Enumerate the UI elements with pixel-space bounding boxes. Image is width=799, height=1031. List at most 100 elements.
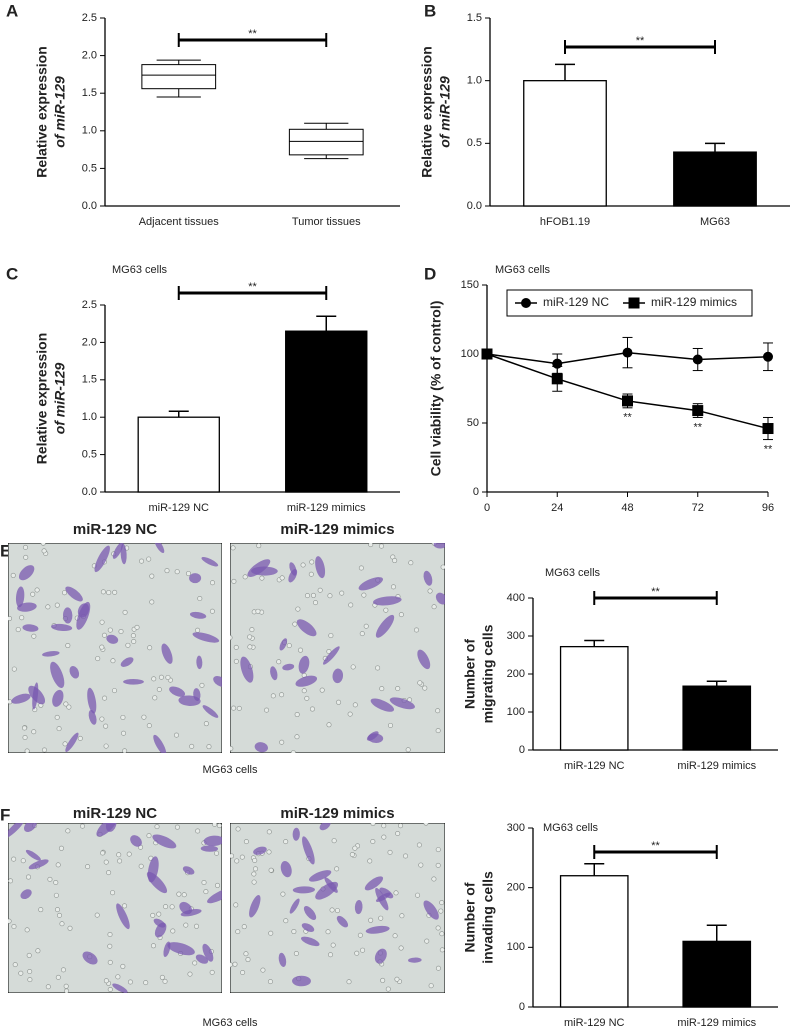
image-caption: MG63 cells	[202, 1017, 258, 1029]
pore	[99, 619, 105, 625]
pore	[106, 590, 112, 596]
y-tick-label: 1.0	[82, 411, 97, 423]
cell	[82, 951, 98, 965]
pore	[268, 930, 274, 936]
pore	[378, 543, 384, 549]
pore	[348, 602, 354, 608]
cell	[336, 915, 349, 928]
cell	[319, 823, 331, 831]
cell	[423, 900, 439, 920]
pore	[270, 693, 276, 699]
significance-label: **	[248, 28, 257, 40]
pore	[326, 722, 332, 728]
pore	[63, 983, 69, 989]
cell	[292, 975, 311, 987]
pore	[94, 912, 100, 918]
cell	[42, 651, 60, 657]
pore	[438, 908, 444, 914]
pore	[358, 565, 364, 571]
pore	[415, 892, 421, 898]
pore	[379, 686, 385, 692]
y-tick-label: 1.5	[82, 87, 97, 99]
pore	[64, 988, 70, 993]
pore	[435, 847, 441, 853]
pore	[10, 572, 16, 578]
pore	[283, 839, 289, 845]
pore	[309, 706, 315, 712]
cell	[120, 543, 127, 565]
pore	[378, 915, 384, 921]
pore	[329, 907, 335, 913]
pore	[151, 676, 157, 682]
y-axis-label: Number of	[462, 882, 478, 952]
pore	[354, 950, 360, 956]
pore	[236, 705, 242, 711]
pore	[363, 623, 369, 629]
pore	[293, 950, 299, 956]
cell	[374, 948, 387, 964]
pore	[210, 580, 216, 586]
pore	[163, 904, 169, 910]
cell	[367, 733, 384, 743]
bar	[682, 685, 752, 751]
pore	[11, 924, 17, 930]
cell	[130, 835, 142, 847]
cell	[408, 957, 422, 963]
pore	[40, 543, 46, 546]
pore	[11, 856, 17, 862]
cell	[11, 693, 31, 704]
pore	[8, 878, 13, 884]
pore	[428, 983, 434, 989]
y-tick-label: 0.5	[467, 137, 482, 149]
pore	[55, 974, 61, 980]
significance-label: **	[764, 443, 773, 455]
cell	[51, 623, 73, 632]
pore	[111, 688, 117, 694]
cell	[189, 611, 207, 619]
pore	[403, 853, 409, 859]
pore	[231, 705, 237, 711]
pore	[18, 970, 24, 976]
pore	[385, 986, 391, 992]
chart-subtitle: MG63 cells	[543, 822, 599, 834]
y-tick-label: 200	[507, 668, 525, 680]
pore	[56, 726, 62, 732]
y-tick-label: 0.0	[82, 200, 97, 212]
pore	[276, 659, 282, 665]
pore	[120, 963, 126, 969]
pore	[330, 942, 336, 948]
pore	[53, 880, 59, 886]
x-tick-label: 96	[762, 502, 774, 514]
cell	[389, 697, 415, 710]
marker	[481, 348, 493, 360]
pore	[15, 627, 21, 633]
pore	[206, 744, 212, 750]
pore	[326, 648, 332, 654]
pore	[65, 828, 71, 834]
cell	[63, 607, 73, 624]
cell	[207, 887, 222, 904]
micrograph	[230, 543, 445, 753]
significance-label: **	[623, 412, 632, 424]
cell	[435, 592, 445, 605]
panel-letter: C	[6, 264, 18, 283]
pore	[230, 962, 233, 968]
pore	[54, 907, 60, 913]
pore	[300, 562, 306, 568]
pore	[100, 589, 106, 595]
legend-label: miR-129 NC	[543, 295, 609, 309]
micrograph	[230, 823, 445, 993]
y-tick-label: 1.5	[467, 12, 482, 24]
pore	[194, 923, 200, 929]
pore	[392, 933, 398, 939]
pore	[387, 722, 393, 728]
pore	[102, 695, 108, 701]
cell	[152, 834, 177, 849]
pore	[418, 862, 424, 868]
pore	[266, 849, 272, 855]
pore	[41, 548, 47, 554]
pore	[245, 957, 251, 963]
pore	[310, 592, 316, 598]
pore	[112, 589, 118, 595]
pore	[286, 643, 292, 649]
